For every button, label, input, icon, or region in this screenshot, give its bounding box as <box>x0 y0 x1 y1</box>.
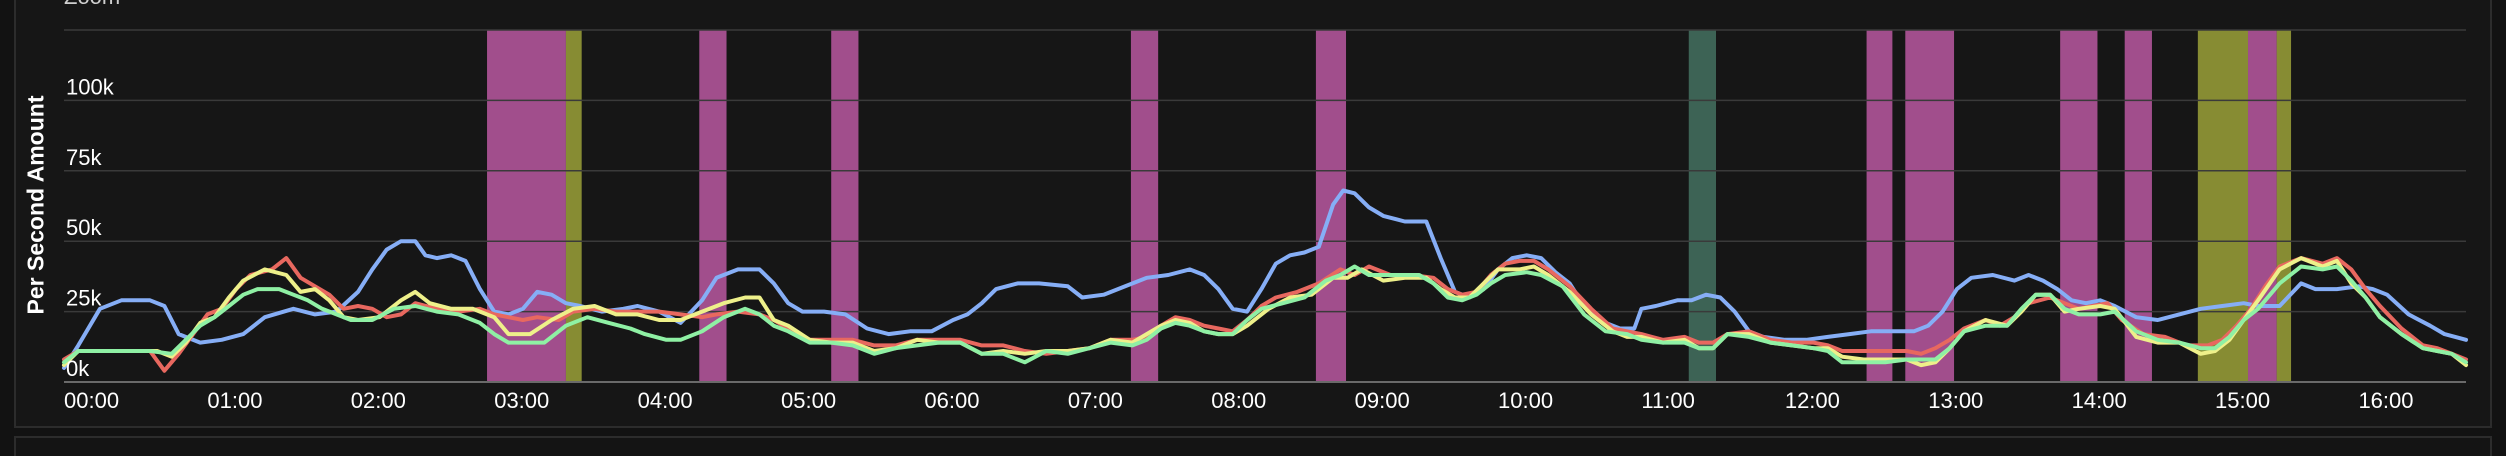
lower-panel-edge <box>14 436 2492 456</box>
x-tick-label: 04:00 <box>638 388 693 413</box>
x-tick-label: 15:00 <box>2215 388 2270 413</box>
x-tick-label: 00:00 <box>64 388 119 413</box>
highlight-band <box>2197 30 2249 382</box>
line-chart: 0k 25k 50k 75k 100k 00:00 01:00 02:00 03:00 04:0… <box>62 29 2468 413</box>
x-tick-label: 07:00 <box>1068 388 1123 413</box>
y-axis-ticks: 0k 25k 50k 75k 100k <box>66 74 115 381</box>
highlight-band <box>1866 30 1893 382</box>
zoom-label[interactable]: Zoom <box>64 0 120 10</box>
x-tick-label: 05:00 <box>781 388 836 413</box>
x-tick-label: 13:00 <box>1928 388 1983 413</box>
highlight-band <box>2248 30 2277 382</box>
highlight-band <box>831 30 859 382</box>
x-tick-label: 12:00 <box>1785 388 1840 413</box>
grid-lines <box>64 29 2466 383</box>
highlight-bands <box>487 30 2292 382</box>
x-tick-label: 08:00 <box>1211 388 1266 413</box>
highlight-band <box>2060 30 2098 382</box>
y-tick-label: 50k <box>66 215 102 240</box>
x-tick-label: 16:00 <box>2358 388 2413 413</box>
series-lines <box>62 188 2468 373</box>
x-axis-ticks: 00:00 01:00 02:00 03:00 04:00 05:00 06:00 07:00… <box>64 388 2414 413</box>
highlight-band <box>1688 30 1717 382</box>
highlight-band <box>1130 30 1159 382</box>
x-tick-label: 01:00 <box>207 388 262 413</box>
highlight-band <box>487 30 566 382</box>
x-tick-label: 06:00 <box>924 388 979 413</box>
series-line-1[interactable] <box>62 188 2468 370</box>
series-line-4[interactable] <box>62 264 2468 365</box>
y-tick-label: 100k <box>66 74 115 99</box>
y-tick-label: 0k <box>66 356 90 381</box>
highlight-band <box>565 30 582 382</box>
series-line-3[interactable] <box>62 256 2468 368</box>
x-tick-label: 02:00 <box>351 388 406 413</box>
x-tick-label: 10:00 <box>1498 388 1553 413</box>
y-tick-label: 75k <box>66 145 102 170</box>
highlight-band <box>1905 30 1955 382</box>
highlight-band <box>2276 30 2292 382</box>
x-tick-label: 09:00 <box>1355 388 1410 413</box>
x-tick-label: 03:00 <box>494 388 549 413</box>
y-tick-label: 25k <box>66 286 102 311</box>
x-tick-label: 11:00 <box>1641 388 1694 413</box>
x-tick-label: 14:00 <box>2072 388 2127 413</box>
